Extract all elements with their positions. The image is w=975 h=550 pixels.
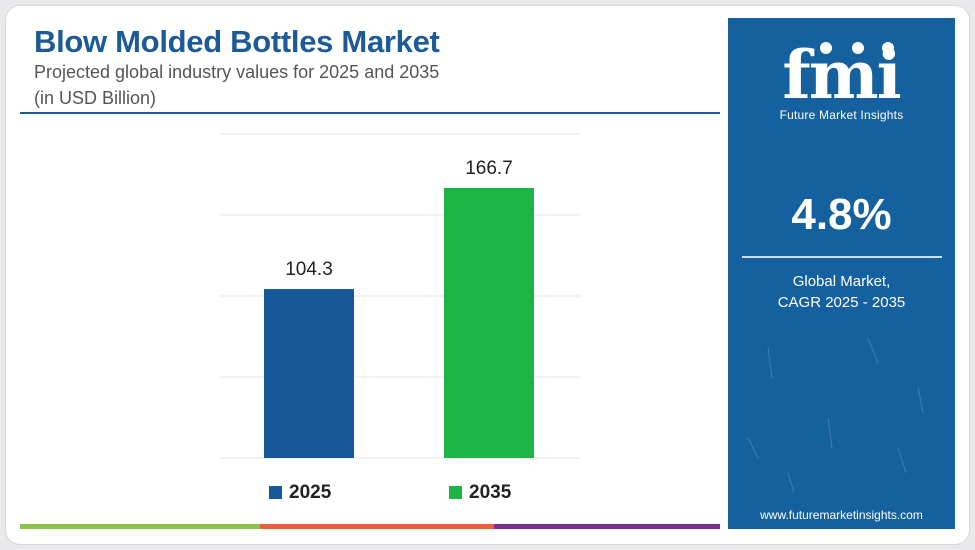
- logo-figure-icon: [882, 42, 894, 54]
- chart-subtitle: Projected global industry values for 202…: [34, 62, 440, 82]
- bottom-stripe-green: [20, 524, 260, 529]
- chart-unit: (in USD Billion): [34, 88, 157, 108]
- logo-figure-icon: [852, 42, 864, 54]
- sidebar-panel: fmi Future Market Insights 4.8% Global M…: [728, 18, 955, 529]
- logo-figure-icon: [820, 42, 832, 54]
- legend-swatch-2025: [269, 486, 282, 499]
- legend-label-2025: 2025: [289, 482, 332, 503]
- legend-label-2035: 2035: [469, 482, 512, 503]
- bottom-stripe-purple: [494, 524, 720, 529]
- data-label-2035: 166.7: [465, 158, 513, 179]
- legend-swatch-2035: [449, 486, 462, 499]
- bar-2035: [444, 187, 534, 459]
- cagr-value: 4.8%: [791, 190, 892, 239]
- logo-caption: Future Market Insights: [779, 108, 904, 122]
- bottom-stripe-orange: [260, 524, 494, 529]
- texture-decoration: [747, 337, 924, 494]
- data-label-2025: 104.3: [285, 259, 333, 280]
- cagr-label-line1: Global Market,: [792, 273, 891, 290]
- cagr-label-line2: CAGR 2025 - 2035: [777, 294, 906, 311]
- fmi-logo: fmi: [782, 36, 902, 112]
- infographic-card: Blow Molded Bottles Market Projected glo…: [6, 6, 969, 544]
- chart-title: Blow Molded Bottles Market: [34, 24, 440, 59]
- title-divider: [20, 112, 720, 114]
- bar-2025: [264, 289, 354, 458]
- bar-chart: 104.3 166.7 2025 2035: [220, 133, 580, 503]
- sidebar-divider: [742, 256, 942, 258]
- website-url: www.futuremarketinsights.com: [760, 508, 923, 522]
